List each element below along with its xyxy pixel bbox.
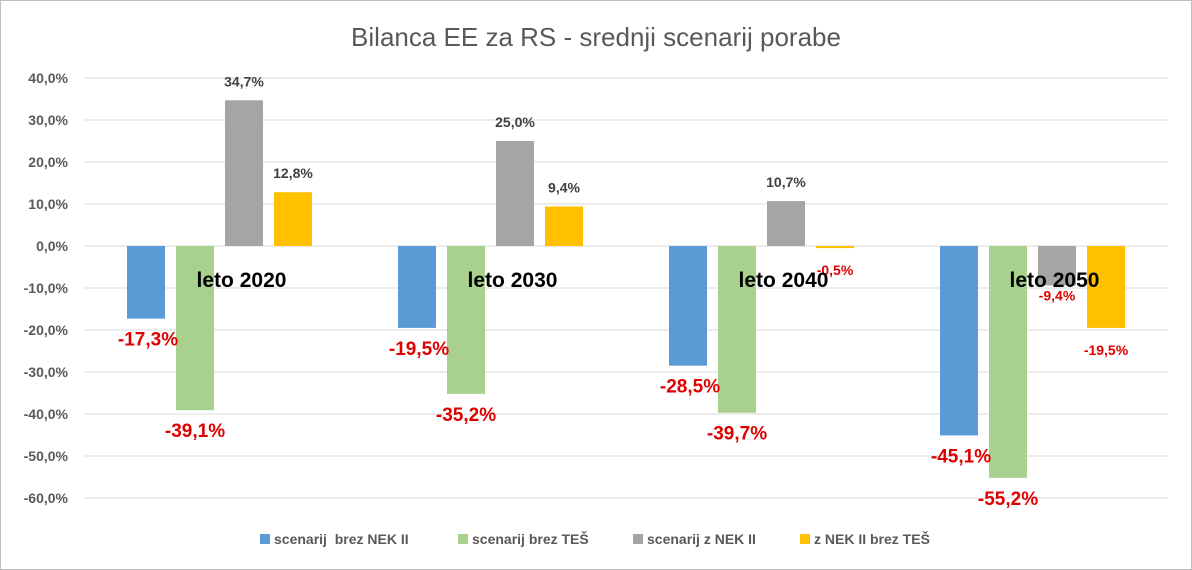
bar <box>225 100 263 246</box>
legend-swatch <box>458 534 468 544</box>
data-label: 10,7% <box>766 174 806 190</box>
legend-swatch <box>260 534 270 544</box>
category-label: leto 2020 <box>197 269 287 292</box>
y-tick-label: -20,0% <box>24 322 69 338</box>
y-tick-label: 40,0% <box>28 70 68 86</box>
y-tick-label: 20,0% <box>28 154 68 170</box>
bar <box>398 246 436 328</box>
bar <box>1038 246 1076 286</box>
bar <box>940 246 978 436</box>
data-label: -39,7% <box>707 424 767 445</box>
chart-title: Bilanca EE za RS - srednji scenarij pora… <box>351 22 841 52</box>
bar <box>767 201 805 246</box>
y-tick-label: -10,0% <box>24 280 69 296</box>
legend-swatch <box>633 534 643 544</box>
data-label: 9,4% <box>548 180 580 196</box>
bar <box>989 246 1027 478</box>
category-label: leto 2040 <box>739 269 829 292</box>
data-label: -19,5% <box>389 339 449 360</box>
y-tick-label: -60,0% <box>24 490 69 506</box>
data-label: -28,5% <box>660 377 720 398</box>
bar <box>176 246 214 411</box>
y-tick-label: 10,0% <box>28 196 68 212</box>
bar <box>447 246 485 394</box>
legend-swatch <box>800 534 810 544</box>
data-label: -39,1% <box>165 421 225 442</box>
data-label: -55,2% <box>978 489 1038 510</box>
y-tick-label: -50,0% <box>24 448 69 464</box>
legend-label: scenarij brez TEŠ <box>472 530 589 547</box>
legend-label: z NEK II brez TEŠ <box>814 530 930 547</box>
y-tick-label: -30,0% <box>24 364 69 380</box>
category-label: leto 2050 <box>1010 269 1100 292</box>
bar <box>1087 246 1125 328</box>
bar <box>274 192 312 246</box>
bar <box>545 206 583 246</box>
data-label: 34,7% <box>224 73 264 89</box>
bar <box>669 246 707 366</box>
data-label: 25,0% <box>495 114 535 130</box>
data-label: -0,5% <box>817 262 854 278</box>
data-label: -45,1% <box>931 446 991 467</box>
data-label: -19,5% <box>1084 342 1129 358</box>
bar <box>496 141 534 246</box>
bar <box>718 246 756 413</box>
category-label: leto 2030 <box>468 269 558 292</box>
bar <box>816 246 854 249</box>
y-tick-label: -40,0% <box>24 406 69 422</box>
legend-label: scenarij brez NEK II <box>274 531 409 547</box>
y-tick-label: 30,0% <box>28 112 68 128</box>
data-label: 12,8% <box>273 165 313 181</box>
y-tick-label: 0,0% <box>36 238 68 254</box>
data-label: -35,2% <box>436 405 496 426</box>
data-label: -9,4% <box>1039 287 1076 303</box>
data-label: -17,3% <box>118 330 178 351</box>
legend-label: scenarij z NEK II <box>647 531 756 547</box>
bar <box>127 246 165 319</box>
